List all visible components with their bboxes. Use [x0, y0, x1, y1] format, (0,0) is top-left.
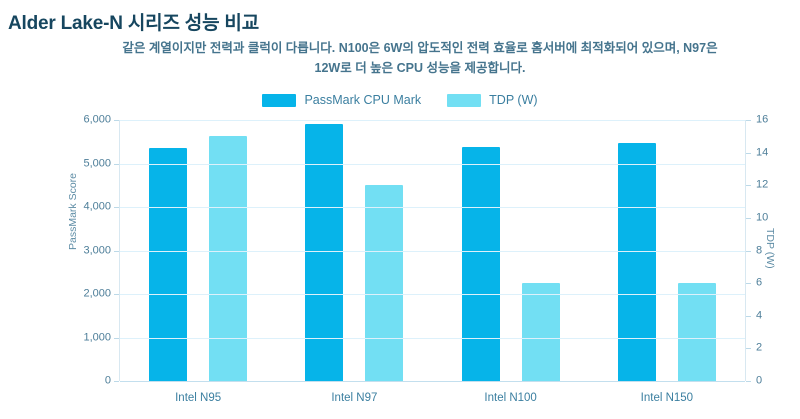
x-axis-category-label: Intel N97	[331, 392, 378, 404]
x-axis-category-label: Intel N100	[484, 392, 537, 404]
y-axis-left-tick-label: 6,000	[83, 113, 111, 126]
y-gridline	[120, 337, 745, 339]
bar-tdp[interactable]	[209, 136, 248, 381]
y-gridline	[120, 381, 745, 382]
y-axis-left-tick-mark	[114, 207, 119, 208]
legend-item[interactable]: TDP (W)	[447, 93, 538, 107]
y-gridline	[120, 207, 745, 208]
page-title: Alder Lake-N 시리즈 성능 비교	[8, 13, 259, 34]
y-axis-right-tick-label: 0	[756, 374, 763, 387]
y-axis-right-tick-mark	[746, 250, 751, 252]
y-axis-right-title: TDP (W)	[764, 228, 776, 269]
y-axis-right-tick-label: 14	[756, 146, 769, 159]
y-axis-left-tick-label: 2,000	[83, 287, 111, 300]
y-axis-right-tick-label: 2	[756, 341, 763, 354]
y-axis-right-tick-mark	[746, 120, 751, 121]
x-axis-category-label: Intel N150	[640, 392, 694, 404]
bar-tdp[interactable]	[677, 283, 716, 381]
y-axis-right-tick-label: 10	[756, 211, 769, 224]
chart-legend: PassMark CPU Mark TDP (W)	[0, 93, 800, 107]
y-axis-left-tick-label: 1,000	[83, 331, 111, 343]
y-gridline	[120, 294, 745, 295]
bar-group: Intel N100	[433, 120, 589, 404]
y-axis-left-line	[119, 120, 120, 381]
y-axis-right-tick-mark	[746, 217, 751, 219]
y-axis-right-tick-mark	[746, 152, 751, 154]
bar-group: Intel N95	[120, 120, 276, 404]
y-axis-right-tick-label: 4	[756, 309, 763, 322]
y-axis-left-tick-mark	[114, 163, 119, 165]
y-axis-left-tick-mark	[114, 120, 119, 121]
y-axis-right-tick-mark	[746, 185, 751, 187]
y-axis-right-tick-mark	[746, 348, 751, 350]
y-axis-left-tick-mark	[114, 250, 119, 252]
y-axis-left-tick-label: 0	[104, 374, 111, 387]
bar-tdp[interactable]	[521, 283, 560, 381]
legend-item[interactable]: PassMark CPU Mark	[262, 93, 421, 107]
y-axis-left-tick-label: 3,000	[83, 244, 111, 256]
y-gridline	[120, 120, 745, 121]
y-axis-right-tick-label: 8	[756, 244, 763, 256]
bar-cpu-mark[interactable]	[149, 148, 188, 381]
y-axis-right-line	[745, 120, 746, 381]
chart-subtitle: 같은 계열이지만 전력과 클럭이 다릅니다. N100은 6W의 압도적인 전력…	[122, 41, 718, 75]
y-axis-right-tick-mark	[746, 315, 751, 317]
y-axis-left-tick-mark	[114, 337, 119, 339]
bar-group: Intel N150	[589, 120, 745, 404]
y-gridline	[120, 250, 745, 252]
legend-item-label: PassMark CPU Mark	[304, 93, 422, 107]
bar-cpu-mark[interactable]	[461, 146, 500, 381]
legend-swatch-tdp	[447, 93, 482, 107]
plot-area: Intel N95 Intel N97 Intel N100 Intel N150 0…	[83, 114, 768, 404]
legend-item-label: TDP (W)	[489, 93, 538, 107]
y-axis-right-tick-label: 6	[756, 276, 763, 289]
bar-cpu-mark[interactable]	[617, 143, 656, 381]
legend-swatch-cpu	[262, 93, 297, 107]
y-axis-right-tick-label: 16	[756, 113, 769, 126]
y-axis-left-tick-label: 4,000	[83, 200, 111, 213]
y-axis-right-tick-mark	[746, 283, 751, 285]
y-axis-left-tick-label: 5,000	[83, 157, 111, 169]
y-axis-left-tick-mark	[114, 294, 119, 295]
y-gridline	[120, 163, 745, 165]
y-axis-right-tick-label: 12	[756, 178, 769, 191]
x-axis-category-label: Intel N95	[175, 392, 222, 404]
y-axis-right-tick-mark	[746, 381, 751, 382]
bar-tdp[interactable]	[365, 185, 404, 381]
y-axis-left-tick-mark	[114, 381, 119, 382]
y-axis-left-title: PassMark Score	[67, 172, 79, 250]
